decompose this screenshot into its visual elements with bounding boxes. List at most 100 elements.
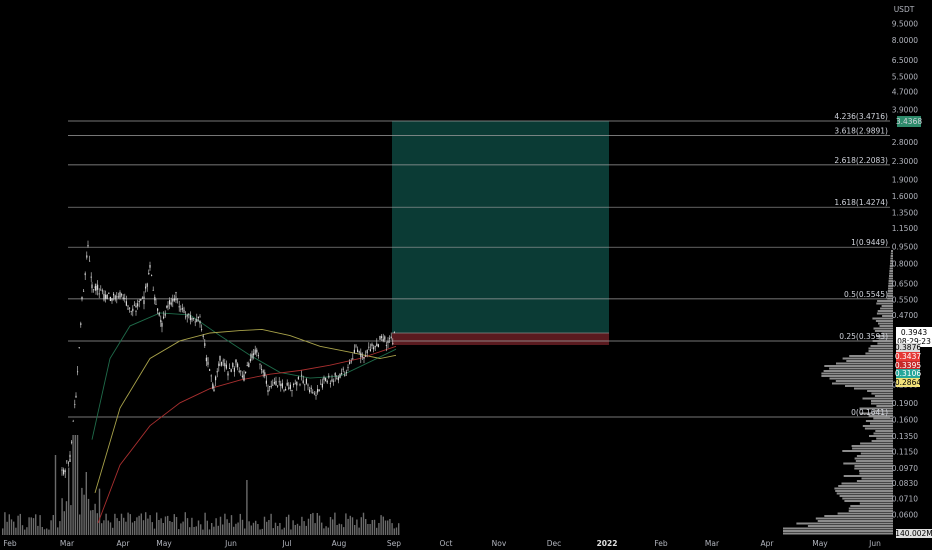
volume-profile-bar bbox=[868, 415, 893, 417]
loss-zone[interactable] bbox=[392, 333, 609, 345]
volume-bar bbox=[345, 513, 347, 535]
volume-bar bbox=[10, 519, 13, 535]
candle-body bbox=[119, 292, 121, 298]
candle-body bbox=[181, 308, 183, 310]
volume-bar bbox=[283, 527, 285, 535]
candle-body bbox=[374, 345, 376, 348]
volume-profile-bar bbox=[889, 267, 893, 270]
candle-body bbox=[237, 363, 239, 368]
price-axis[interactable]: USDT 9.5000 8.0000 6.5000 5.5000 4.7000 3.900… bbox=[892, 5, 918, 520]
volume-bar bbox=[112, 527, 114, 535]
candle-body bbox=[127, 308, 129, 310]
volume-bar bbox=[76, 435, 79, 535]
volume-bar bbox=[6, 521, 8, 535]
candle-body bbox=[103, 293, 105, 300]
volume-profile-bar bbox=[823, 370, 893, 372]
candle-body bbox=[269, 386, 271, 387]
y-tick-label: 0.4700 bbox=[892, 311, 918, 320]
candle-body bbox=[313, 393, 315, 395]
volume-bar bbox=[244, 528, 246, 535]
volume-bar bbox=[96, 513, 98, 535]
candle-body bbox=[294, 383, 296, 385]
candle-body bbox=[145, 286, 147, 289]
profit-zone[interactable] bbox=[392, 121, 609, 333]
volume-profile-bar bbox=[876, 335, 893, 337]
candle-body bbox=[245, 371, 247, 373]
y-tick-label: 1.3500 bbox=[892, 209, 918, 218]
candle-body bbox=[248, 363, 250, 368]
badge-b2-label: 0.3437 bbox=[895, 352, 921, 361]
volume-bar bbox=[15, 527, 17, 535]
volume-badge-label: 140.002M bbox=[895, 529, 932, 538]
volume-bar bbox=[338, 523, 340, 535]
axis-currency: USDT bbox=[894, 5, 915, 14]
volume-bar bbox=[191, 517, 193, 535]
candle-body bbox=[78, 347, 80, 348]
volume-profile-bar bbox=[824, 365, 893, 367]
candle-body bbox=[90, 276, 92, 278]
moving-averages bbox=[91, 312, 397, 524]
y-tick-label: 0.5500 bbox=[892, 296, 918, 305]
volume-profile-bar bbox=[837, 512, 893, 515]
volume-bar bbox=[182, 521, 184, 535]
volume-profile-bar bbox=[854, 387, 893, 390]
time-axis[interactable]: Feb Mar Apr May Jun Jul Aug Sep Oct Nov Dec 2022 Feb… bbox=[3, 539, 881, 548]
volume-bar bbox=[343, 527, 345, 535]
volume-bar bbox=[101, 523, 103, 535]
volume-bar bbox=[217, 525, 219, 535]
volume-bar bbox=[261, 528, 263, 535]
y-tick-label: 6.5000 bbox=[892, 56, 918, 65]
volume-bar bbox=[118, 521, 120, 535]
volume-profile-bar bbox=[871, 440, 893, 442]
candle-body bbox=[127, 305, 129, 307]
volume-bar bbox=[376, 527, 378, 535]
volume-profile-bar bbox=[880, 307, 893, 310]
candle-body bbox=[235, 359, 237, 363]
candle-body bbox=[94, 286, 96, 289]
volume-bar bbox=[32, 518, 35, 535]
volume-profile-bar bbox=[856, 480, 893, 482]
volume-bar bbox=[369, 524, 371, 535]
candle-body bbox=[315, 395, 317, 396]
candle-body bbox=[222, 360, 224, 362]
volume-bar bbox=[259, 529, 261, 535]
volume-bar bbox=[178, 529, 180, 535]
volume-profile-bar bbox=[871, 392, 893, 395]
volume-profile-bar bbox=[860, 452, 893, 455]
volume-profile-bar bbox=[848, 507, 893, 510]
volume-profile-bar bbox=[887, 295, 893, 297]
volume-bar bbox=[197, 520, 200, 535]
candle-body bbox=[105, 294, 107, 299]
candle-body bbox=[264, 372, 266, 377]
volume-bar bbox=[147, 518, 149, 535]
volume-bar bbox=[382, 516, 384, 535]
y-tick-label: 8.0000 bbox=[892, 36, 918, 45]
volume-bar bbox=[153, 528, 156, 535]
candle-body bbox=[336, 378, 338, 380]
volume-bar bbox=[215, 518, 217, 535]
volume-profile-bar bbox=[851, 445, 893, 447]
volume-profile-bar bbox=[815, 517, 893, 520]
candle-body bbox=[373, 347, 375, 350]
candle-body bbox=[293, 384, 295, 385]
volume-bar bbox=[274, 522, 277, 535]
candle-body bbox=[172, 299, 174, 302]
volume-profile-bar bbox=[846, 360, 893, 362]
y-tick-label: 0.1900 bbox=[892, 399, 918, 408]
volume-bar bbox=[37, 525, 39, 535]
volume-profile-bar bbox=[783, 530, 893, 532]
volume-profile-bar bbox=[845, 385, 893, 387]
candle-body bbox=[267, 390, 269, 392]
candle-body bbox=[318, 389, 320, 392]
volume-bar bbox=[87, 498, 90, 535]
y-tick-label: 0.1350 bbox=[892, 432, 918, 441]
volume-bar bbox=[127, 512, 129, 535]
candle-body bbox=[167, 305, 169, 307]
candle-body bbox=[379, 336, 381, 340]
position-zones[interactable] bbox=[392, 121, 609, 345]
candle-body bbox=[164, 313, 166, 316]
fibonacci-levels[interactable]: 4.236(3.4716) 3.618(2.9891) 2.618(2.2083) 1… bbox=[68, 112, 890, 418]
candle-body bbox=[249, 358, 251, 362]
volume-bar bbox=[57, 527, 59, 535]
